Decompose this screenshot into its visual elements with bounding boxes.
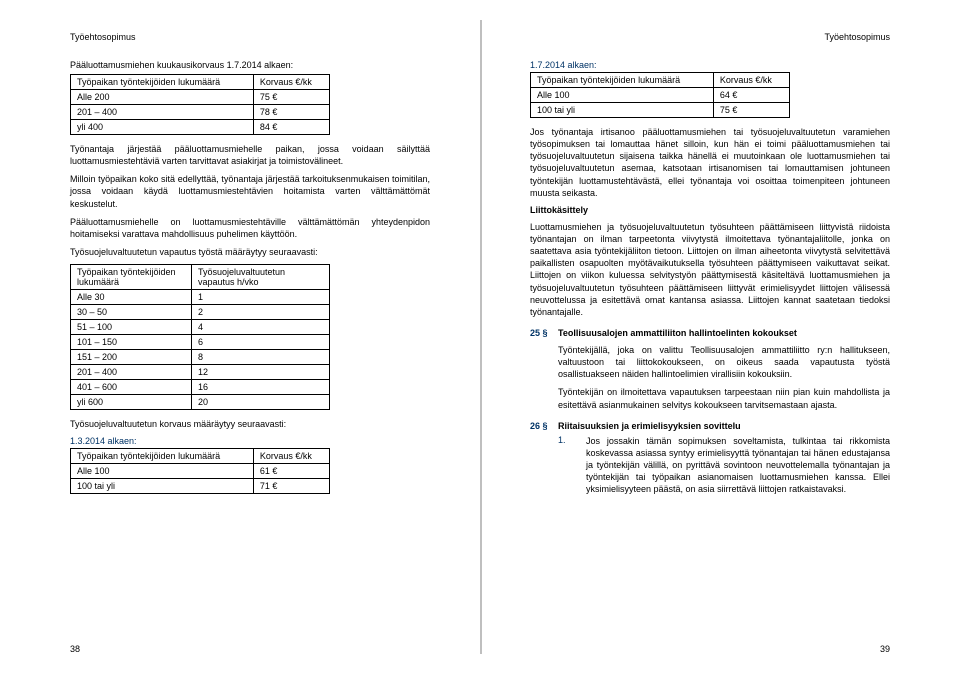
t3-head-a: Työpaikan työntekijöiden lukumäärä: [71, 449, 254, 464]
t1-r2-b: 84 €: [253, 120, 329, 135]
date-label-2: 1.3.2014 alkaen:: [70, 436, 430, 446]
t1-head-a: Työpaikan työntekijöiden lukumäärä: [71, 75, 254, 90]
t1-r1-a: 201 – 400: [71, 105, 254, 120]
t2-r5-b: 12: [192, 365, 330, 380]
t3-head-b: Korvaus €/kk: [253, 449, 329, 464]
section-26-title: Riitaisuuksien ja erimielisyyksien sovit…: [558, 421, 741, 431]
t3-r1-b: 71 €: [253, 479, 329, 494]
t1-head-b: Korvaus €/kk: [253, 75, 329, 90]
t4-r1-b: 75 €: [713, 103, 789, 118]
list-row-1: 1. Jos jossakin tämän sopimuksen sovelta…: [558, 435, 890, 496]
section-25-title: Teollisuusalojen ammattiliiton hallintoe…: [558, 328, 797, 338]
t2-head-b: Työsuojeluvaltuutetun vapautus h/vko: [192, 265, 330, 290]
t4-head-b: Korvaus €/kk: [713, 73, 789, 88]
t1-r0-b: 75 €: [253, 90, 329, 105]
para-4: Työsuojeluvaltuutetun vapautus työstä mä…: [70, 246, 430, 258]
right-subheading-1: Liittokäsittely: [530, 205, 890, 215]
page-number-left: 38: [70, 644, 80, 654]
t2-r2-a: 51 – 100: [71, 320, 192, 335]
t2-r5-a: 201 – 400: [71, 365, 192, 380]
para-5: Työsuojeluvaltuutetun korvaus määräytyy …: [70, 418, 430, 430]
table-2: Työpaikan työntekijöiden lukumäärä Työsu…: [70, 264, 330, 410]
subheading-1: Pääluottamusmiehen kuukausikorvaus 1.7.2…: [70, 60, 430, 70]
t2-r7-a: yli 600: [71, 395, 192, 410]
t2-r6-b: 16: [192, 380, 330, 395]
right-para-2: Luottamusmiehen ja työsuojeluvaltuutetun…: [530, 221, 890, 318]
right-para-5: Jos jossakin tämän sopimuksen soveltamis…: [586, 435, 890, 496]
page-left: Työehtosopimus Pääluottamusmiehen kuukau…: [0, 0, 480, 674]
t2-r3-b: 6: [192, 335, 330, 350]
header-left: Työehtosopimus: [70, 32, 430, 42]
t2-r1-a: 30 – 50: [71, 305, 192, 320]
t3-r0-b: 61 €: [253, 464, 329, 479]
section-25-num: 25 §: [530, 328, 558, 338]
table-1: Työpaikan työntekijöiden lukumäärä Korva…: [70, 74, 330, 135]
right-para-4: Työntekijän on ilmoitettava vapautuksen …: [558, 386, 890, 410]
t2-head-a: Työpaikan työntekijöiden lukumäärä: [71, 265, 192, 290]
right-para-1: Jos työnantaja irtisanoo pääluottamusmie…: [530, 126, 890, 199]
t2-r1-b: 2: [192, 305, 330, 320]
t4-head-a: Työpaikan työntekijöiden lukumäärä: [531, 73, 714, 88]
right-para-3: Työntekijällä, joka on valittu Teollisuu…: [558, 344, 890, 380]
table-4: Työpaikan työntekijöiden lukumäärä Korva…: [530, 72, 790, 118]
section-26-row: 26 § Riitaisuuksien ja erimielisyyksien …: [530, 421, 890, 431]
date-label-3: 1.7.2014 alkaen:: [530, 60, 890, 70]
t4-r1-a: 100 tai yli: [531, 103, 714, 118]
t1-r0-a: Alle 200: [71, 90, 254, 105]
t1-r1-b: 78 €: [253, 105, 329, 120]
t2-r4-a: 151 – 200: [71, 350, 192, 365]
header-right: Työehtosopimus: [530, 32, 890, 42]
t3-r0-a: Alle 100: [71, 464, 254, 479]
page-right: Työehtosopimus 1.7.2014 alkaen: Työpaika…: [480, 0, 960, 674]
para-1: Työnantaja järjestää pääluottamusmiehell…: [70, 143, 430, 167]
t2-r3-a: 101 – 150: [71, 335, 192, 350]
t3-r1-a: 100 tai yli: [71, 479, 254, 494]
table-3: Työpaikan työntekijöiden lukumäärä Korva…: [70, 448, 330, 494]
t4-r0-a: Alle 100: [531, 88, 714, 103]
section-25-row: 25 § Teollisuusalojen ammattiliiton hall…: [530, 328, 890, 338]
page-number-right: 39: [880, 644, 890, 654]
t2-r6-a: 401 – 600: [71, 380, 192, 395]
section-26-num: 26 §: [530, 421, 558, 431]
t2-r0-a: Alle 30: [71, 290, 192, 305]
t4-r0-b: 64 €: [713, 88, 789, 103]
para-3: Pääluottamusmiehelle on luottamusmiesteh…: [70, 216, 430, 240]
t2-r4-b: 8: [192, 350, 330, 365]
para-2: Milloin työpaikan koko sitä edellyttää, …: [70, 173, 430, 209]
t2-r7-b: 20: [192, 395, 330, 410]
t1-r2-a: yli 400: [71, 120, 254, 135]
t2-r2-b: 4: [192, 320, 330, 335]
t2-r0-b: 1: [192, 290, 330, 305]
list-num-1: 1.: [558, 435, 586, 496]
